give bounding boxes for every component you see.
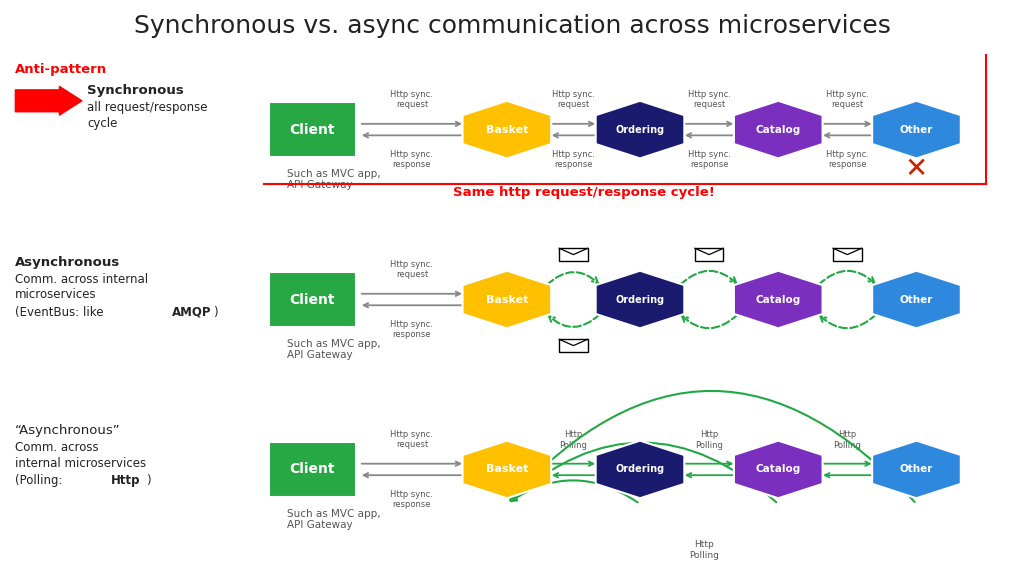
Text: Http sync.
response: Http sync. response (826, 150, 868, 169)
Text: Http sync.
request: Http sync. request (552, 90, 595, 109)
Text: Http
Polling: Http Polling (559, 430, 588, 450)
Text: Such as MVC app,
API Gateway: Such as MVC app, API Gateway (287, 169, 380, 190)
Text: Comm. across: Comm. across (15, 441, 99, 454)
Text: Http: Http (111, 475, 140, 487)
Polygon shape (872, 441, 961, 498)
Polygon shape (463, 101, 551, 158)
Text: Http
Polling: Http Polling (689, 540, 719, 560)
Polygon shape (596, 101, 684, 158)
FancyBboxPatch shape (559, 339, 588, 352)
Text: Same http request/response cycle!: Same http request/response cycle! (453, 187, 715, 199)
Text: Basket: Basket (485, 464, 528, 475)
Polygon shape (463, 441, 551, 498)
Text: Catalog: Catalog (756, 294, 801, 305)
FancyBboxPatch shape (559, 248, 588, 261)
Polygon shape (596, 271, 684, 328)
Text: Synchronous vs. async communication across microservices: Synchronous vs. async communication acro… (133, 14, 891, 39)
Text: Synchronous: Synchronous (87, 84, 183, 97)
Text: cycle: cycle (87, 118, 118, 130)
Text: Http sync.
request: Http sync. request (390, 430, 433, 449)
Text: Such as MVC app,
API Gateway: Such as MVC app, API Gateway (287, 509, 380, 530)
Text: Http sync.
response: Http sync. response (390, 320, 433, 339)
Text: Http
Polling: Http Polling (695, 430, 723, 450)
Text: Other: Other (900, 124, 933, 135)
Text: Comm. across internal: Comm. across internal (15, 273, 148, 286)
Text: Anti-pattern: Anti-pattern (15, 63, 108, 75)
Text: ): ) (146, 475, 152, 487)
Text: Client: Client (290, 463, 335, 476)
Text: ✕: ✕ (905, 155, 928, 183)
Polygon shape (734, 101, 822, 158)
Text: Http sync.
request: Http sync. request (688, 90, 730, 109)
FancyBboxPatch shape (268, 272, 356, 327)
Text: Http sync.
response: Http sync. response (552, 150, 595, 169)
Polygon shape (872, 101, 961, 158)
Text: (Polling:: (Polling: (15, 475, 67, 487)
FancyBboxPatch shape (268, 442, 356, 497)
Text: Http sync.
request: Http sync. request (826, 90, 868, 109)
Polygon shape (734, 441, 822, 498)
FancyBboxPatch shape (834, 248, 862, 261)
Polygon shape (872, 271, 961, 328)
Text: ): ) (213, 306, 218, 319)
Text: AMQP: AMQP (172, 306, 212, 319)
Text: microservices: microservices (15, 289, 97, 301)
Text: Ordering: Ordering (615, 464, 665, 475)
Text: Ordering: Ordering (615, 294, 665, 305)
Text: Http sync.
response: Http sync. response (688, 150, 730, 169)
Text: Other: Other (900, 464, 933, 475)
Text: Basket: Basket (485, 294, 528, 305)
Text: Http sync.
response: Http sync. response (390, 490, 433, 509)
Text: Client: Client (290, 293, 335, 306)
FancyArrow shape (15, 86, 82, 115)
Text: internal microservices: internal microservices (15, 457, 146, 470)
Text: Basket: Basket (485, 124, 528, 135)
Text: Http sync.
request: Http sync. request (390, 260, 433, 279)
Text: Http sync.
request: Http sync. request (390, 90, 433, 109)
Text: Catalog: Catalog (756, 464, 801, 475)
Text: Client: Client (290, 123, 335, 137)
Text: Ordering: Ordering (615, 124, 665, 135)
Polygon shape (734, 271, 822, 328)
Text: Catalog: Catalog (756, 124, 801, 135)
Text: Asynchronous: Asynchronous (15, 256, 121, 268)
Text: Http sync.
response: Http sync. response (390, 150, 433, 169)
Text: (EventBus: like: (EventBus: like (15, 306, 108, 319)
Polygon shape (463, 271, 551, 328)
Text: Http
Polling: Http Polling (834, 430, 861, 450)
Text: “Asynchronous”: “Asynchronous” (15, 424, 121, 437)
Polygon shape (596, 441, 684, 498)
Text: all request/response: all request/response (87, 101, 208, 114)
Text: Other: Other (900, 294, 933, 305)
FancyBboxPatch shape (268, 103, 356, 157)
Text: Such as MVC app,
API Gateway: Such as MVC app, API Gateway (287, 339, 380, 361)
FancyBboxPatch shape (694, 248, 723, 261)
